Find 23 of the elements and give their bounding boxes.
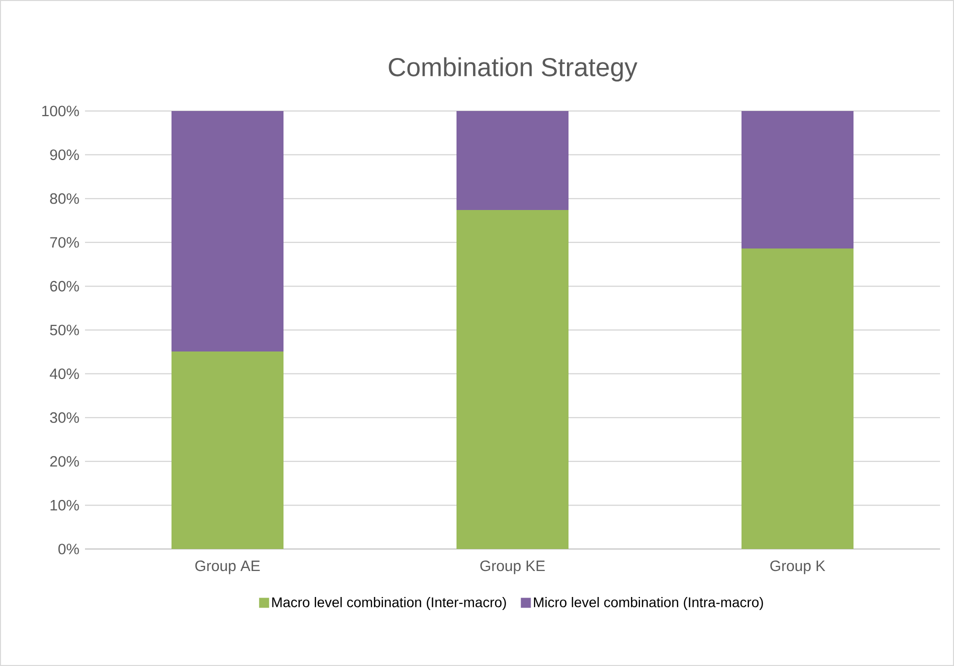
legend-label: Micro level combination (Intra-macro) [534, 596, 763, 610]
y-tick-label: 100% [42, 106, 79, 116]
y-tick-label: 50% [50, 324, 79, 336]
bar [172, 351, 284, 549]
legend-label: Macro level combination (Inter-macro) [272, 596, 506, 610]
y-tick-label: 40% [50, 368, 79, 380]
x-tick-label: Group K [770, 560, 826, 574]
x-tick-label: Group AE [195, 560, 260, 574]
bar [456, 110, 569, 210]
x-tick-label: Group KE [480, 560, 545, 574]
y-tick-label: 20% [50, 456, 79, 467]
y-tick-label: 30% [50, 412, 79, 423]
bar [742, 248, 854, 549]
bar [456, 210, 569, 549]
y-tick-label: 70% [50, 237, 79, 248]
chart-title: Combination Strategy [388, 57, 638, 82]
bar [172, 110, 284, 352]
y-tick-label: 80% [50, 193, 79, 204]
y-tick-label: 10% [50, 500, 79, 511]
y-tick-label: 0% [58, 544, 79, 554]
bar [742, 110, 854, 249]
y-tick-label: 90% [50, 149, 79, 160]
y-tick-label: 60% [50, 280, 79, 292]
